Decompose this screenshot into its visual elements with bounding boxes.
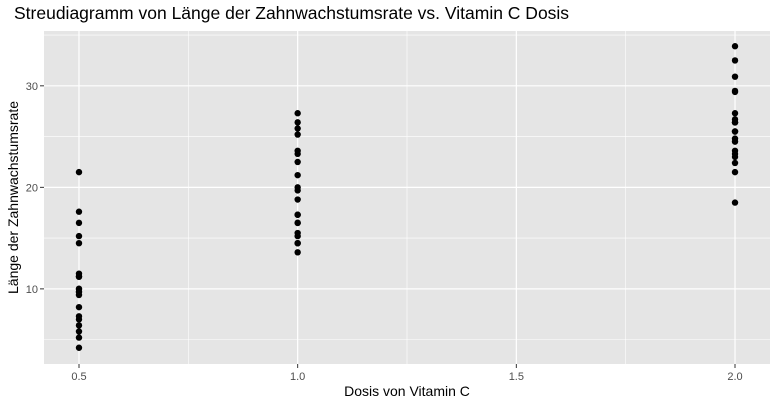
data-point [294,229,301,237]
x-tick-label: 1.5 [509,371,524,383]
axis-ticks [40,85,736,368]
axis-tick-labels: 0.5 1.0 1.5 2.0 10 20 30 [26,81,743,383]
minor-gridlines [44,31,770,364]
data-point [75,334,83,341]
data-point [731,168,739,176]
data-point [75,208,83,215]
data-point [294,131,301,138]
data-point [75,288,83,296]
data-point [294,125,301,132]
data-point [294,239,301,247]
data-point [75,232,83,240]
data-point [75,344,83,351]
x-axis-title: Dosis von Vitamin C [344,383,470,399]
chart-title: Streudiagramm von Länge der Zahnwachstum… [14,3,570,23]
data-point [294,184,301,191]
data-point [75,328,83,335]
data-point [731,153,739,161]
data-point [731,199,739,206]
data-point [731,88,739,96]
data-point [731,110,739,117]
data-point [294,249,301,256]
data-point [294,219,301,227]
x-tick-label: 2.0 [727,371,742,383]
data-point [75,168,83,176]
data-point [731,43,739,50]
y-tick-label: 10 [26,284,38,296]
data-point [731,135,739,142]
data-point [731,159,739,167]
data-point [75,239,83,247]
y-axis-title: Länge der Zahnwachstumsrate [5,101,21,294]
data-point [75,303,83,311]
data-point [294,196,301,203]
x-tick-label: 1.0 [290,371,305,383]
data-point [294,119,301,126]
data-point [731,57,739,64]
data-point [294,171,301,179]
data-point [731,128,739,135]
data-point [75,322,83,329]
data-point [294,211,301,218]
data-point [731,73,739,80]
data-point [294,158,301,166]
y-tick-label: 20 [26,182,38,194]
data-point [294,110,301,117]
data-points [75,43,739,351]
data-point [75,219,83,227]
data-point [731,119,739,126]
data-point [75,316,83,323]
data-point [294,147,301,154]
data-point [75,273,83,280]
y-tick-label: 30 [26,81,38,93]
x-tick-label: 0.5 [71,371,86,383]
